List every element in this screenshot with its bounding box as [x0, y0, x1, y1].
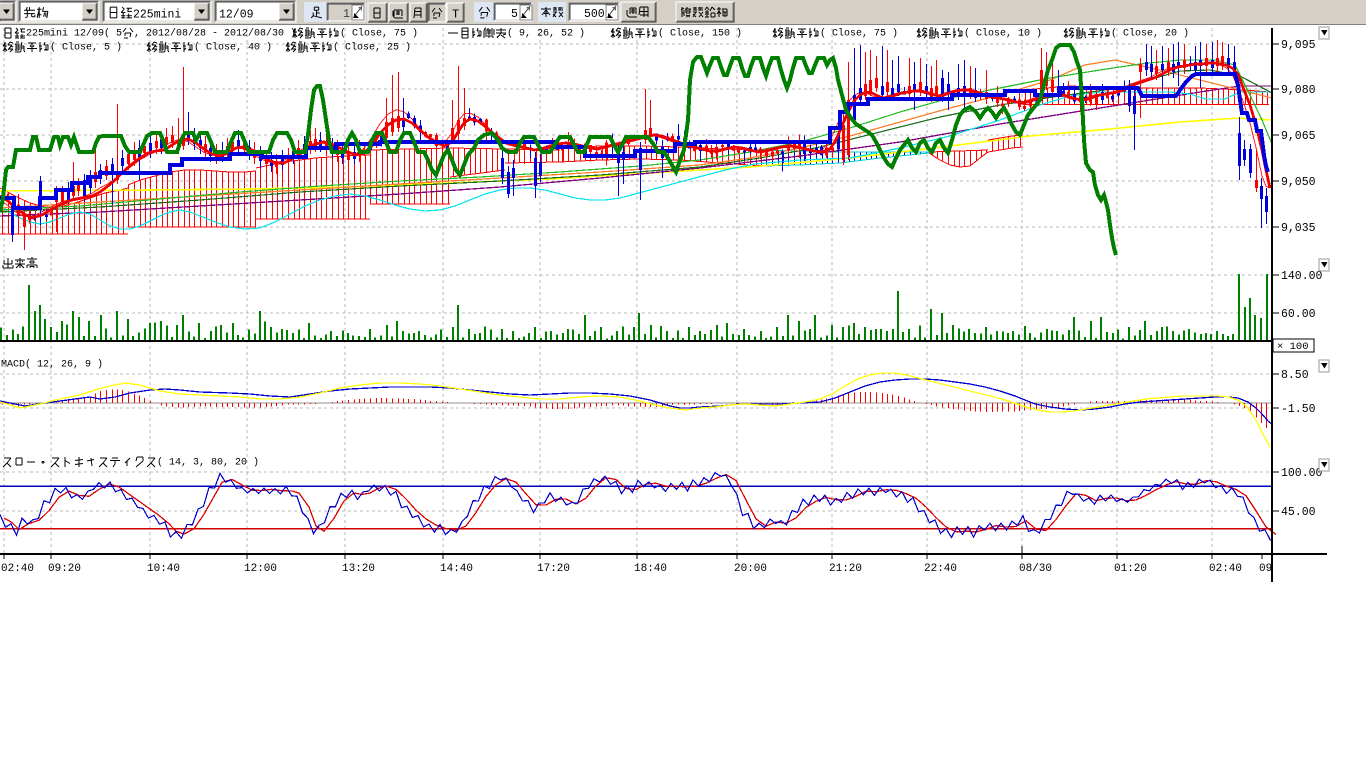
svg-text:21:20: 21:20: [829, 563, 862, 575]
svg-text:02:40: 02:40: [1, 563, 34, 575]
svg-text:10:40: 10:40: [147, 563, 180, 575]
svg-text:( Close, 40 ): ( Close, 40 ): [194, 42, 272, 54]
svg-text:, 2012/08/28 - 2012/08/30 ): , 2012/08/28 - 2012/08/30 ): [134, 28, 296, 40]
svg-text:02:40: 02:40: [1209, 563, 1242, 575]
svg-text:22:40: 22:40: [924, 563, 957, 575]
svg-text:100.00: 100.00: [1281, 467, 1323, 480]
svg-text:9,035: 9,035: [1281, 222, 1316, 235]
svg-text:1: 1: [343, 8, 350, 21]
svg-text:( Close, 25 ): ( Close, 25 ): [333, 42, 411, 54]
svg-text:08/30: 08/30: [1019, 563, 1052, 575]
svg-text:500: 500: [584, 8, 605, 21]
svg-text:9,080: 9,080: [1281, 84, 1316, 97]
svg-text:T: T: [452, 8, 459, 22]
svg-text:5: 5: [511, 8, 518, 21]
svg-text:MACD( 12, 26, 9 ): MACD( 12, 26, 9 ): [1, 359, 103, 371]
svg-text:( Close, 20 ): ( Close, 20 ): [1111, 28, 1189, 40]
svg-text:9,095: 9,095: [1281, 39, 1316, 52]
svg-text:225mini: 225mini: [133, 9, 181, 22]
svg-text:-1.50: -1.50: [1281, 403, 1316, 416]
svg-text:( Close, 5 ): ( Close, 5 ): [50, 42, 122, 54]
svg-text:9,065: 9,065: [1281, 130, 1316, 143]
svg-text:( Close, 150 ): ( Close, 150 ): [658, 28, 742, 40]
svg-text:13:20: 13:20: [342, 563, 375, 575]
svg-text:18:40: 18:40: [634, 563, 667, 575]
svg-text:20:00: 20:00: [734, 563, 767, 575]
svg-text:( Close, 75 ): ( Close, 75 ): [820, 28, 898, 40]
svg-text:01:20: 01:20: [1114, 563, 1147, 575]
svg-text:8.50: 8.50: [1281, 369, 1309, 382]
svg-text:225mini 12/09( 5: 225mini 12/09( 5: [26, 28, 122, 40]
svg-text:60.00: 60.00: [1281, 308, 1316, 321]
svg-text:12/09: 12/09: [219, 9, 254, 22]
svg-text:( 14, 3, 80, 20 ): ( 14, 3, 80, 20 ): [157, 457, 259, 469]
svg-text:17:20: 17:20: [537, 563, 570, 575]
svg-text:( Close, 75 ): ( Close, 75 ): [340, 28, 418, 40]
svg-text:09: 09: [1259, 563, 1272, 575]
svg-text:9,050: 9,050: [1281, 176, 1316, 189]
svg-text:140.00: 140.00: [1281, 270, 1323, 283]
svg-text:12:00: 12:00: [244, 563, 277, 575]
svg-text:× 100: × 100: [1277, 341, 1309, 353]
svg-text:( Close, 10 ): ( Close, 10 ): [964, 28, 1042, 40]
svg-text:( 9, 26, 52 ): ( 9, 26, 52 ): [507, 28, 585, 40]
svg-text:09:20: 09:20: [48, 563, 81, 575]
svg-text:14:40: 14:40: [440, 563, 473, 575]
svg-text:45.00: 45.00: [1281, 506, 1316, 519]
